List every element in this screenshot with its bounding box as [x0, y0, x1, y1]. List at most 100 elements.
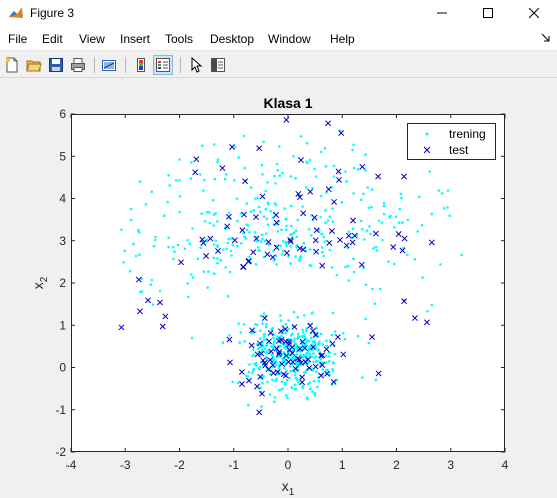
menu-tools[interactable]: Tools [165, 32, 194, 46]
trening-point [208, 221, 212, 225]
trening-point [281, 357, 284, 361]
trening-point [294, 376, 298, 380]
test-point [301, 345, 308, 352]
legend-label-test: test [449, 143, 469, 157]
menu-insert[interactable]: Insert [120, 32, 151, 46]
trening-point [273, 396, 277, 399]
trening-point [331, 311, 335, 315]
trening-point [369, 232, 372, 236]
trening-point [264, 344, 268, 348]
trening-point [198, 173, 202, 176]
trening-point [312, 352, 315, 355]
trening-point [346, 264, 350, 268]
trening-point [263, 239, 267, 243]
menu-view[interactable]: View [79, 32, 105, 46]
trening-point [344, 170, 347, 173]
trening-point [292, 339, 296, 343]
test-point [306, 364, 313, 371]
trening-point [259, 314, 263, 318]
minimize-button[interactable] [419, 0, 465, 26]
edit-plot-icon[interactable] [186, 55, 206, 75]
test-point [267, 356, 274, 363]
trening-point [272, 346, 275, 350]
trening-point [290, 224, 293, 228]
open-file-icon[interactable] [24, 55, 44, 75]
test-point [273, 219, 280, 226]
link-plot-icon[interactable] [99, 55, 119, 75]
dock-arrow-icon[interactable] [541, 32, 551, 42]
trening-point [263, 351, 267, 354]
trening-point [302, 353, 306, 357]
trening-point [373, 302, 377, 305]
y-tick-label: 4 [59, 192, 66, 206]
trening-point [263, 347, 267, 351]
trening-point [287, 353, 291, 357]
trening-point [308, 353, 312, 357]
trening-point [292, 231, 296, 234]
trening-point [325, 191, 328, 194]
trening-point [439, 263, 442, 266]
trening-point [225, 247, 228, 251]
trening-point [324, 354, 328, 358]
trening-point [240, 242, 243, 245]
scatter-plot[interactable]: -4 -3 -2 -1 0 1 2 3 4 -2 -1 0 1 2 3 4 5 6 Klasa 1 x1 x2 treni… [0, 79, 557, 498]
trening-point [311, 390, 314, 393]
trening-point [374, 245, 378, 249]
trening-point [344, 265, 347, 269]
close-button[interactable] [511, 0, 557, 26]
trening-point [382, 201, 386, 205]
test-point [331, 198, 338, 205]
trening-point [200, 212, 203, 215]
menu-window[interactable]: Window [268, 32, 311, 46]
axes-background[interactable] [71, 114, 505, 452]
test-point [313, 248, 320, 255]
trening-point [260, 405, 263, 408]
trening-point [279, 319, 283, 322]
trening-point [327, 359, 331, 363]
trening-point [201, 144, 204, 147]
trening-point [264, 207, 268, 211]
trening-point [252, 209, 256, 212]
legend-box[interactable] [407, 123, 496, 160]
menu-edit[interactable]: Edit [42, 32, 63, 46]
test-point [219, 165, 226, 172]
trening-point [249, 210, 253, 213]
trening-point [318, 228, 321, 232]
save-icon[interactable] [46, 55, 66, 75]
insert-colorbar-icon[interactable] [131, 55, 151, 75]
test-point [283, 116, 290, 123]
trening-point [247, 403, 250, 407]
test-point [239, 227, 246, 234]
trening-point [154, 235, 157, 239]
figure-canvas[interactable]: -4 -3 -2 -1 0 1 2 3 4 -2 -1 0 1 2 3 4 5 6 Klasa 1 x1 x2 treni… [0, 79, 557, 498]
menu-desktop[interactable]: Desktop [210, 32, 255, 46]
trening-point [340, 201, 344, 204]
trening-point [128, 269, 132, 273]
property-inspector-icon[interactable] [208, 55, 228, 75]
print-icon[interactable] [68, 55, 88, 75]
trening-point [212, 224, 215, 227]
trening-point [239, 331, 243, 334]
maximize-button[interactable] [465, 0, 511, 26]
test-point [248, 342, 255, 349]
trening-point [308, 248, 312, 251]
trening-point [283, 207, 287, 210]
trening-point [308, 387, 312, 391]
trening-point [284, 381, 287, 385]
trening-point [446, 206, 449, 209]
trening-point [319, 357, 323, 361]
insert-legend-icon[interactable] [153, 55, 173, 75]
test-point [245, 377, 252, 384]
test-point [411, 315, 418, 322]
trening-point [273, 339, 276, 343]
trening-point [304, 340, 308, 344]
test-point [136, 308, 143, 315]
trening-point [280, 228, 283, 232]
trening-point [272, 249, 275, 253]
menu-help[interactable]: Help [330, 32, 355, 46]
menu-file[interactable]: File [8, 32, 28, 46]
trening-point [305, 329, 308, 332]
trening-point [323, 146, 327, 150]
test-point [256, 409, 263, 416]
new-figure-icon[interactable] [2, 55, 22, 75]
